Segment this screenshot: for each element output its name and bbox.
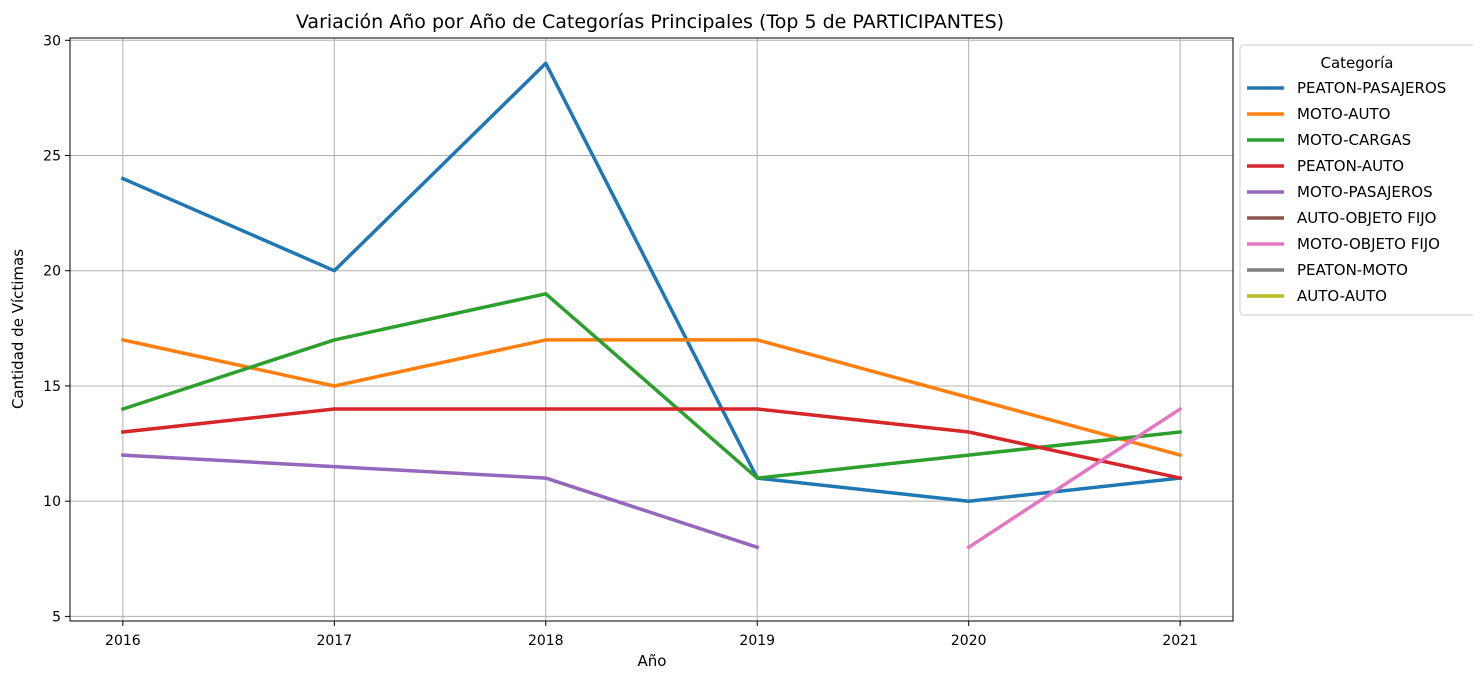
x-tick-label: 2016 <box>105 633 141 649</box>
y-axis-label: Cantidad de Víctimas <box>9 249 27 409</box>
series-line <box>120 292 1183 480</box>
y-tick-label: 5 <box>52 609 61 625</box>
series-lines <box>120 61 1183 550</box>
y-tick-label: 30 <box>43 33 61 49</box>
legend-label: PEATON-PASAJEROS <box>1297 79 1446 97</box>
chart-title: Variación Año por Año de Categorías Prin… <box>296 11 1004 33</box>
legend: Categoría PEATON-PASAJEROS MOTO-AUTO MOTO-… <box>1239 44 1473 316</box>
x-tick-label: 2019 <box>739 633 775 649</box>
x-axis: 2016 2017 2018 2019 2020 2021 <box>105 621 1198 649</box>
x-tick-label: 2018 <box>528 633 564 649</box>
legend-label: PEATON-MOTO <box>1297 261 1408 279</box>
plot-frame <box>69 37 1234 622</box>
series-line <box>121 453 760 550</box>
series-line <box>120 61 1183 503</box>
legend-label: MOTO-AUTO <box>1297 105 1390 123</box>
grid <box>70 38 1233 621</box>
legend-label: PEATON-AUTO <box>1297 157 1404 175</box>
y-tick-label: 25 <box>43 149 61 165</box>
legend-items: PEATON-PASAJEROS MOTO-AUTO MOTO-CARGAS PEAT… <box>1247 79 1446 305</box>
legend-label: MOTO-CARGAS <box>1297 131 1411 149</box>
y-tick-label: 10 <box>43 494 61 510</box>
series-line <box>120 407 1183 481</box>
x-axis-label: Año <box>638 652 667 670</box>
series-line <box>966 406 1183 550</box>
legend-title: Categoría <box>1320 54 1393 72</box>
y-axis: 5 10 15 20 25 30 <box>43 33 70 625</box>
legend-label: MOTO-OBJETO FIJO <box>1297 235 1440 253</box>
x-tick-label: 2020 <box>951 633 987 649</box>
legend-label: AUTO-OBJETO FIJO <box>1297 209 1436 227</box>
legend-label: MOTO-PASAJEROS <box>1297 183 1433 201</box>
series-line <box>120 337 1183 458</box>
x-tick-label: 2021 <box>1162 633 1198 649</box>
legend-label: AUTO-AUTO <box>1297 287 1387 305</box>
legend-box <box>1239 44 1473 316</box>
x-tick-label: 2017 <box>316 633 352 649</box>
y-tick-label: 20 <box>43 264 61 280</box>
y-tick-label: 15 <box>43 379 61 395</box>
